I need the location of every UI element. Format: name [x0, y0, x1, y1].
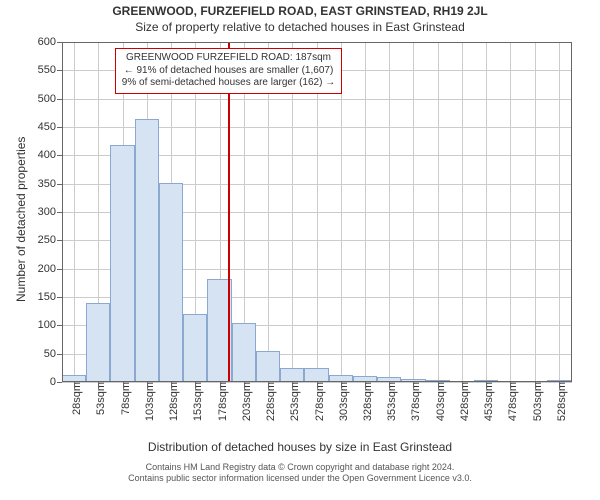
x-tick-mark — [123, 382, 124, 387]
chart-title-desc: Size of property relative to detached ho… — [0, 18, 600, 34]
annotation-line-2: ← 91% of detached houses are smaller (1,… — [122, 65, 335, 78]
y-tick-mark — [57, 155, 62, 156]
x-tick-mark — [486, 382, 487, 387]
y-tick-mark — [57, 99, 62, 100]
property-size-chart: GREENWOOD, FURZEFIELD ROAD, EAST GRINSTE… — [0, 0, 600, 500]
x-tick-mark — [195, 382, 196, 387]
y-tick-mark — [57, 325, 62, 326]
footer-line-1: Contains HM Land Registry data © Crown c… — [0, 462, 600, 473]
grid-line-v — [559, 42, 560, 382]
x-tick-label: 378sqm — [404, 382, 422, 421]
x-tick-mark — [220, 382, 221, 387]
annotation-box: GREENWOOD FURZEFIELD ROAD: 187sqm ← 91% … — [115, 48, 342, 94]
y-tick-mark — [57, 127, 62, 128]
x-tick-mark — [510, 382, 511, 387]
grid-line-v — [389, 42, 390, 382]
histogram-bar — [280, 368, 304, 382]
y-tick-mark — [57, 354, 62, 355]
x-tick-mark — [74, 382, 75, 387]
grid-line-v — [486, 42, 487, 382]
y-tick-mark — [57, 382, 62, 383]
x-tick-label: 503sqm — [526, 382, 544, 421]
x-tick-label: 128sqm — [162, 382, 180, 421]
chart-footer: Contains HM Land Registry data © Crown c… — [0, 462, 600, 484]
y-tick-mark — [57, 269, 62, 270]
x-tick-mark — [171, 382, 172, 387]
x-tick-label: 353sqm — [380, 382, 398, 421]
x-tick-mark — [244, 382, 245, 387]
x-tick-label: 328sqm — [356, 382, 374, 421]
x-tick-mark — [438, 382, 439, 387]
histogram-bar — [232, 323, 256, 383]
x-axis-label: Distribution of detached houses by size … — [0, 440, 600, 454]
x-tick-mark — [341, 382, 342, 387]
x-tick-mark — [535, 382, 536, 387]
x-tick-mark — [98, 382, 99, 387]
grid-line-v — [413, 42, 414, 382]
x-tick-label: 253sqm — [283, 382, 301, 421]
x-tick-label: 403sqm — [429, 382, 447, 421]
x-tick-label: 528sqm — [550, 382, 568, 421]
histogram-bar — [329, 375, 353, 382]
annotation-line-3: 9% of semi-detached houses are larger (1… — [122, 77, 335, 90]
x-tick-mark — [389, 382, 390, 387]
x-tick-label: 153sqm — [186, 382, 204, 421]
y-tick-mark — [57, 70, 62, 71]
histogram-bar — [86, 303, 110, 382]
y-tick-mark — [57, 42, 62, 43]
plot-area: GREENWOOD FURZEFIELD ROAD: 187sqm ← 91% … — [62, 42, 572, 382]
x-tick-mark — [559, 382, 560, 387]
x-tick-label: 478sqm — [501, 382, 519, 421]
x-tick-label: 453sqm — [477, 382, 495, 421]
x-tick-label: 203sqm — [235, 382, 253, 421]
grid-line-v — [462, 42, 463, 382]
y-tick-mark — [57, 297, 62, 298]
y-tick-mark — [57, 184, 62, 185]
x-tick-mark — [147, 382, 148, 387]
x-tick-label: 278sqm — [308, 382, 326, 421]
chart-title-address: GREENWOOD, FURZEFIELD ROAD, EAST GRINSTE… — [0, 0, 600, 18]
y-tick-mark — [57, 212, 62, 213]
annotation-line-1: GREENWOOD FURZEFIELD ROAD: 187sqm — [122, 52, 335, 65]
histogram-bar — [159, 183, 183, 382]
grid-line-v — [510, 42, 511, 382]
x-tick-mark — [462, 382, 463, 387]
histogram-bar — [183, 314, 207, 382]
x-tick-mark — [268, 382, 269, 387]
y-axis-label: Number of detached properties — [14, 137, 28, 302]
x-tick-mark — [317, 382, 318, 387]
x-tick-label: 428sqm — [453, 382, 471, 421]
histogram-bar — [304, 368, 328, 382]
chart-titles: GREENWOOD, FURZEFIELD ROAD, EAST GRINSTE… — [0, 0, 600, 34]
y-tick-mark — [57, 240, 62, 241]
x-tick-label: 228sqm — [259, 382, 277, 421]
x-tick-label: 303sqm — [332, 382, 350, 421]
grid-line-v — [365, 42, 366, 382]
histogram-bar — [256, 351, 280, 382]
histogram-bar — [62, 375, 86, 382]
grid-line-v — [438, 42, 439, 382]
x-tick-label: 178sqm — [211, 382, 229, 421]
grid-line-v — [74, 42, 75, 382]
histogram-bar — [135, 119, 159, 383]
x-tick-label: 103sqm — [138, 382, 156, 421]
x-tick-mark — [365, 382, 366, 387]
grid-line-v — [535, 42, 536, 382]
footer-line-2: Contains public sector information licen… — [0, 473, 600, 484]
histogram-bar — [110, 145, 134, 382]
x-tick-mark — [292, 382, 293, 387]
x-tick-mark — [413, 382, 414, 387]
